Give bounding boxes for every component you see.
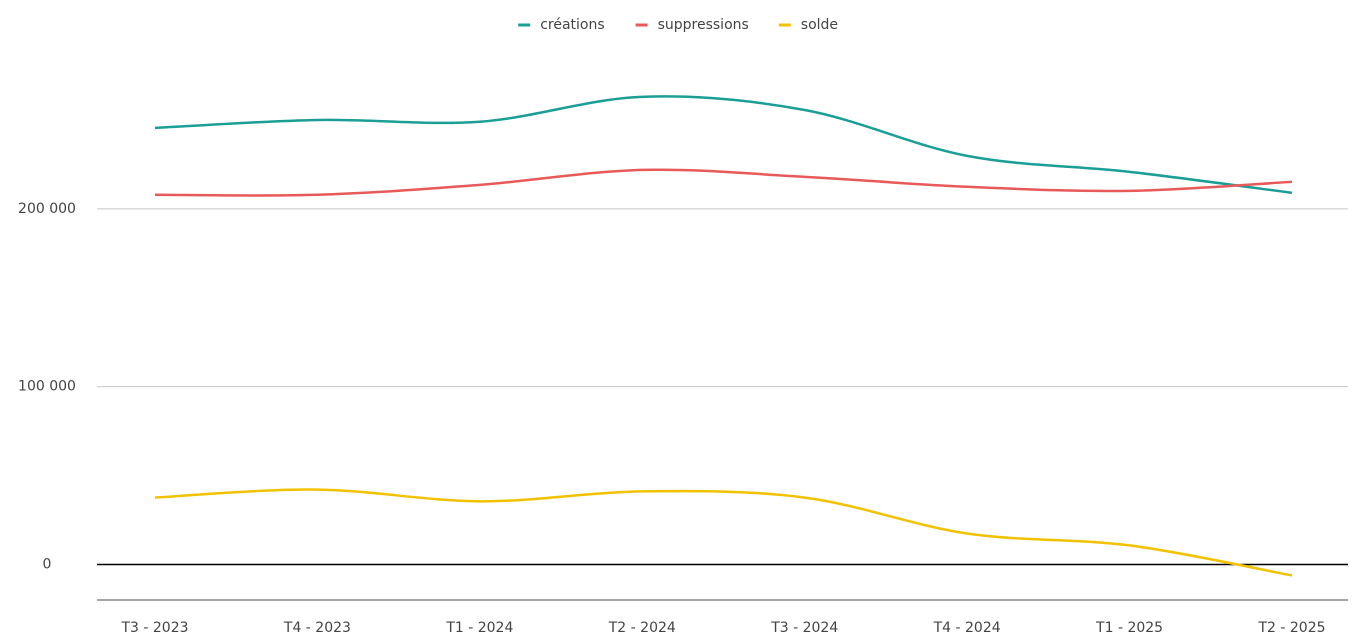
x-tick-label: T4 - 2024: [933, 620, 1001, 636]
x-tick-label: T2 - 2025: [1257, 620, 1325, 636]
legend-label: créations: [540, 17, 604, 33]
x-tick-label: T3 - 2024: [770, 620, 838, 636]
x-tick-label: T3 - 2023: [120, 620, 188, 636]
x-tick-label: T4 - 2023: [283, 620, 351, 636]
series-line: [154, 168, 1293, 197]
x-tick-label: T1 - 2025: [1095, 620, 1163, 636]
y-tick-label: 0: [43, 556, 52, 572]
y-tick-label: 200 000: [18, 201, 76, 217]
x-tick-label: T1 - 2024: [445, 620, 513, 636]
x-tick-label: T2 - 2024: [608, 620, 676, 636]
legend-label: suppressions: [658, 17, 749, 33]
legend-label: solde: [801, 17, 838, 33]
y-tick-label: 100 000: [18, 379, 76, 395]
series-line: [154, 95, 1293, 195]
series-line: [154, 488, 1293, 577]
